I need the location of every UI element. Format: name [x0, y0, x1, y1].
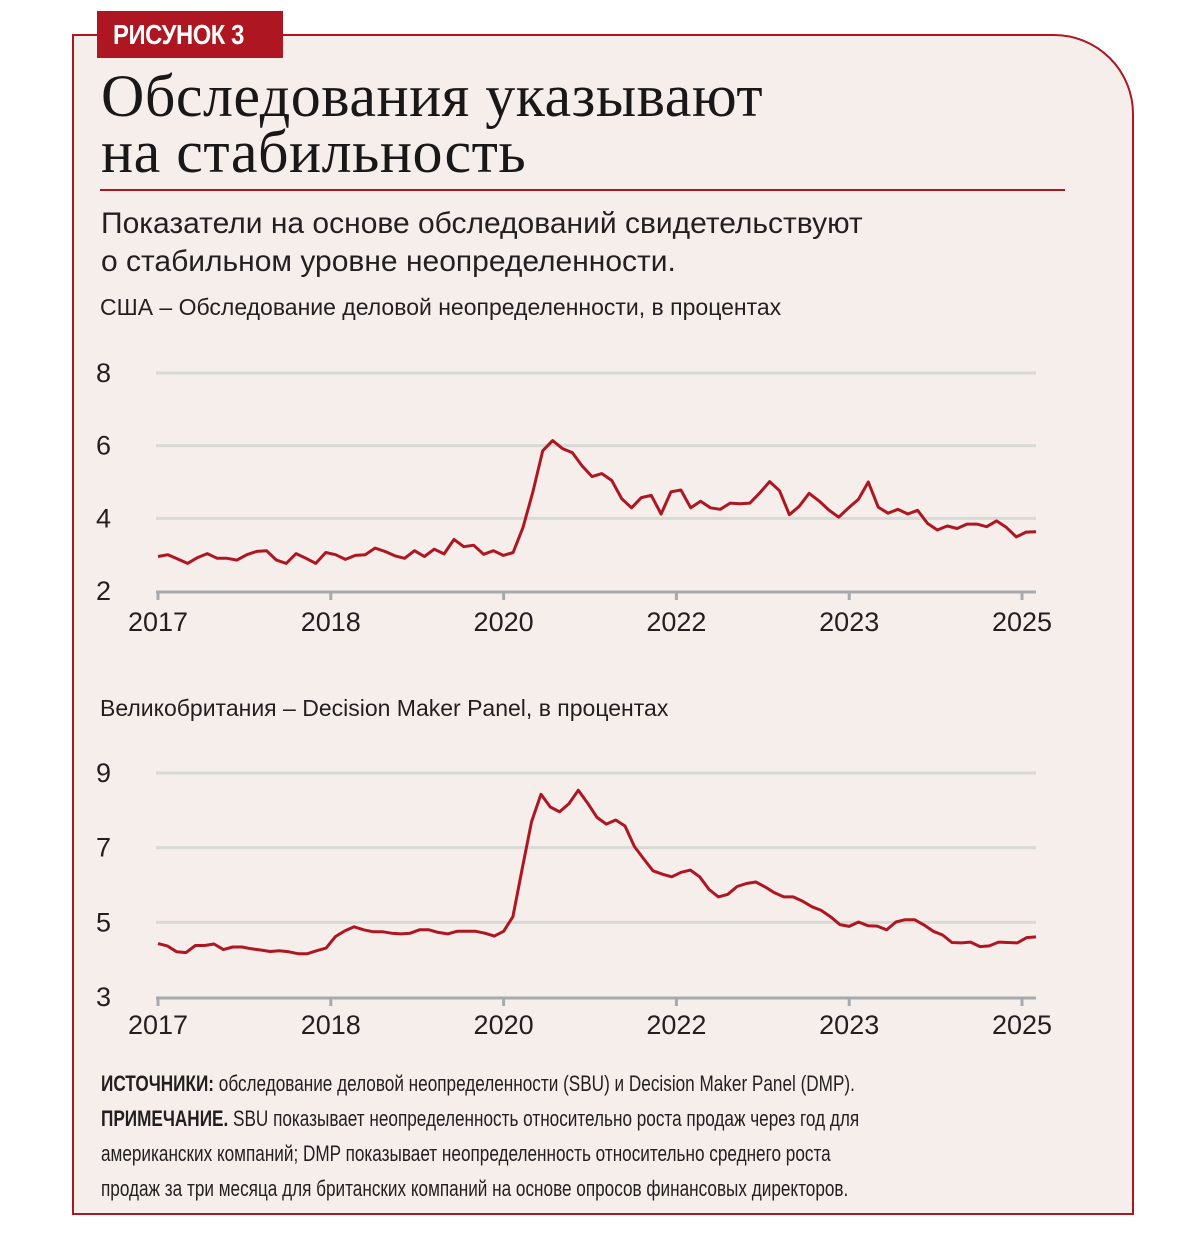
y-tick-label: 8 — [96, 358, 111, 388]
y-tick-label: 2 — [96, 576, 111, 606]
figure-subtitle: Показатели на основе обследований свидет… — [101, 205, 863, 281]
x-tick-label: 2020 — [474, 1010, 534, 1040]
y-tick-label: 4 — [96, 503, 111, 533]
x-tick-label: 2017 — [128, 607, 188, 637]
y-tick-label: 3 — [96, 982, 111, 1012]
y-tick-label: 5 — [96, 907, 111, 937]
x-tick-label: 2023 — [819, 1010, 879, 1040]
us-chart-title: США – Обследование деловой неопределенно… — [100, 294, 782, 320]
figure-label: РИСУНОК 3 — [113, 19, 244, 50]
note-text-2: американских компаний; DMP показывает не… — [101, 1141, 831, 1166]
uk-series-line — [157, 788, 1037, 956]
y-tick-label: 7 — [96, 833, 111, 863]
note-text-1: SBU показывает неопределенность относите… — [228, 1106, 860, 1131]
uk-chart-title: Великобритания – Decision Maker Panel, в… — [100, 695, 669, 721]
note-label: ПРИМЕЧАНИЕ. — [101, 1106, 229, 1131]
sources-text: обследование деловой неопределенности (S… — [214, 1071, 855, 1096]
figure-frame — [72, 34, 1134, 1215]
x-tick-label: 2022 — [646, 607, 706, 637]
y-tick-label: 6 — [96, 431, 111, 461]
uk-chart: 3 5 7 9 2017 2018 2020 2022 2023 2025 — [96, 758, 1052, 1040]
x-tick-label: 2018 — [301, 607, 361, 637]
us-series-line — [157, 439, 1037, 565]
x-tick-label: 2025 — [992, 1010, 1052, 1040]
us-chart: 2 4 6 8 2017 2018 2020 2022 2023 2025 — [96, 358, 1052, 637]
note-text-3: продаж за три месяца для британских комп… — [101, 1176, 849, 1201]
x-tick-label: 2020 — [474, 607, 534, 637]
title-divider — [100, 189, 1065, 191]
title-line: на стабильность — [101, 119, 527, 185]
subtitle-line: о стабильном уровне неопределенности. — [101, 245, 676, 278]
y-tick-label: 9 — [96, 758, 111, 788]
x-tick-label: 2025 — [992, 607, 1052, 637]
note-line: ПРИМЕЧАНИЕ. SBU показывает неопределенно… — [101, 1101, 859, 1136]
sources-label: ИСТОЧНИКИ: — [101, 1071, 215, 1096]
sources-line: ИСТОЧНИКИ: обследование деловой неопреде… — [101, 1066, 859, 1101]
x-tick-label: 2023 — [819, 607, 879, 637]
subtitle-line: Показатели на основе обследований свидет… — [101, 207, 863, 240]
figure-title: Обследования указывают на стабильность — [101, 63, 764, 185]
x-tick-label: 2017 — [128, 1010, 188, 1040]
figure-label-badge: РИСУНОК 3 — [97, 11, 284, 58]
title-line: Обследования указывают — [101, 63, 764, 129]
x-tick-label: 2018 — [301, 1010, 361, 1040]
notes: ИСТОЧНИКИ: обследование деловой неопреде… — [101, 1066, 1073, 1206]
x-tick-label: 2022 — [646, 1010, 706, 1040]
